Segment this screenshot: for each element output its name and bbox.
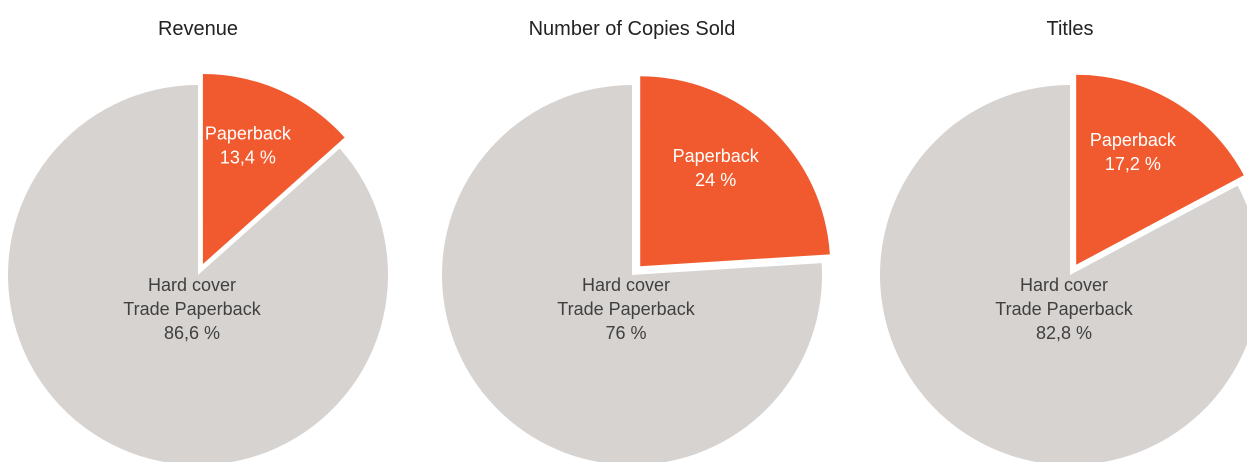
slice-label-hard-cover: Hard cover <box>1020 275 1108 295</box>
slice-value-paperback: 24 % <box>695 170 736 190</box>
slice-label-paperback: Paperback <box>205 124 292 144</box>
slice-value-paperback: 13,4 % <box>220 148 276 168</box>
pie-slice-paperback <box>1076 74 1244 265</box>
chart-title: Revenue <box>158 18 238 40</box>
pie-slice-hard-cover <box>442 85 823 462</box>
slice-label-hard-cover: Trade Paperback <box>123 299 261 319</box>
chart-title: Number of Copies Sold <box>529 18 736 40</box>
slice-value-hard-cover: 76 % <box>605 323 646 343</box>
slice-value-hard-cover: 86,6 % <box>164 323 220 343</box>
slice-label-hard-cover: Hard cover <box>148 275 236 295</box>
slice-label-hard-cover: Hard cover <box>582 275 670 295</box>
slice-label-hard-cover: Trade Paperback <box>995 299 1133 319</box>
pie-slice-paperback <box>640 76 830 267</box>
pie-slice-paperback <box>202 74 345 265</box>
pie-chart-2: Titles Paperback 17,2 % Hard cover Trade Pap… <box>880 18 1247 462</box>
slice-value-hard-cover: 82,8 % <box>1036 323 1092 343</box>
slice-label-paperback: Paperback <box>1090 130 1177 150</box>
pie-slice-hard-cover <box>880 85 1247 462</box>
slice-label-paperback: Paperback <box>673 146 760 166</box>
pie-slice-hard-cover <box>8 85 388 462</box>
pie-chart-1: Number of Copies Sold Paperback 24 % Hard c… <box>442 18 830 462</box>
slice-label-hard-cover: Trade Paperback <box>557 299 695 319</box>
slice-value-paperback: 17,2 % <box>1105 154 1161 174</box>
chart-title: Titles <box>1046 18 1093 40</box>
pie-chart-0: Revenue Paperback 13,4 % Hard cover Trade Pa… <box>8 18 388 462</box>
